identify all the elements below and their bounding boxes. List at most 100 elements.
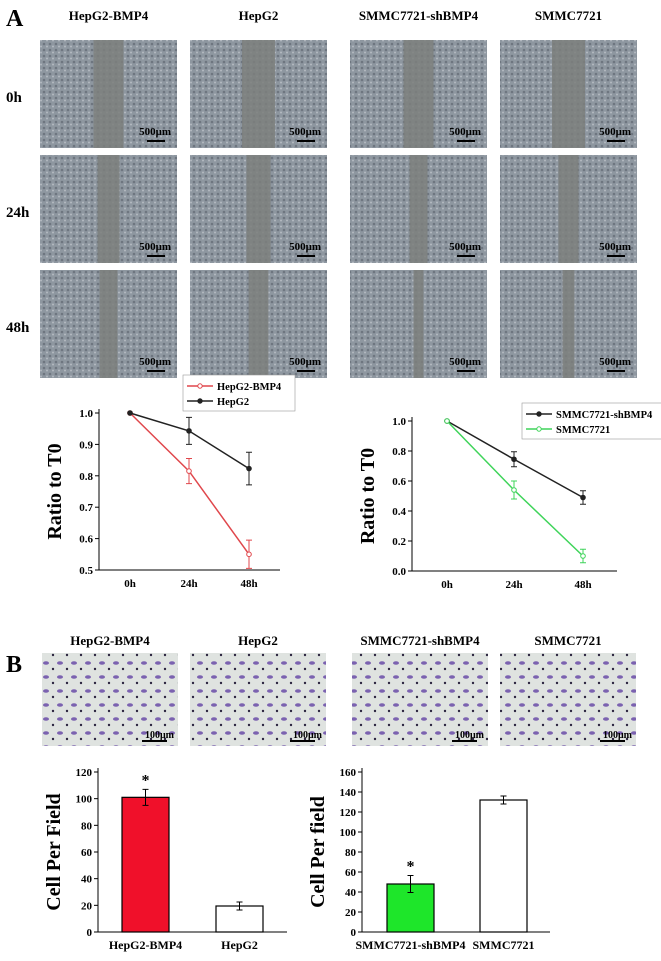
legend: SMMC7721-shBMP4 SMMC7721: [521, 402, 661, 440]
legend-label: HepG2: [217, 397, 249, 408]
wound-gap: [93, 40, 124, 148]
wound-image: 500μm: [40, 270, 177, 378]
chart-4: 0 20 40 60 80 100 120 140 160 Cell Per field * SMMC…: [307, 767, 550, 952]
wound-image: 500μm: [350, 40, 487, 148]
data-point: [246, 465, 252, 472]
error-bar: [500, 795, 507, 805]
y-tick-label: 100: [340, 827, 357, 839]
wound-gap: [242, 40, 275, 148]
significance-mark: *: [407, 859, 415, 876]
bar: [479, 799, 528, 933]
y-tick-label: 0.6: [392, 476, 406, 488]
y-tick-label: 0.0: [392, 566, 406, 578]
x-tick-label: HepG2: [221, 938, 258, 952]
x-tick-label: SMMC7721: [473, 938, 535, 952]
scale-bar-label: 100μm: [455, 730, 485, 741]
y-tick-label: 0.4: [392, 506, 406, 518]
bar: [121, 796, 170, 933]
wound-image: 500μm: [190, 40, 327, 148]
legend-label: SMMC7721-shBMP4: [556, 410, 653, 421]
y-tick-label: 0.8: [392, 446, 406, 458]
column-title: SMMC7721: [535, 8, 602, 23]
y-axis-label: Ratio to T0: [44, 443, 66, 539]
y-axis-label: Cell Per field: [307, 796, 329, 908]
scale-bar-label: 500μm: [599, 126, 631, 138]
data-point: [127, 410, 133, 416]
y-tick-label: 140: [340, 787, 357, 799]
x-tick-label: 24h: [180, 578, 197, 590]
wound-image: 500μm: [190, 270, 327, 378]
x-tick-label: 0h: [124, 578, 136, 590]
scale-bar-label: 500μm: [599, 241, 631, 253]
x-tick-label: 0h: [441, 579, 453, 591]
wound-image: 500μm: [350, 155, 487, 263]
row-label: 48h: [6, 320, 30, 336]
wound-gap: [413, 270, 424, 378]
x-tick-label: SMMC7721-shBMP4: [356, 938, 466, 952]
data-point: [186, 468, 192, 474]
scale-bar-label: 100μm: [145, 730, 175, 741]
wound-gap: [552, 40, 585, 148]
y-axis-label: Ratio to T0: [357, 448, 379, 544]
data-point: [246, 551, 252, 558]
transwell-image: 100μm: [352, 653, 488, 746]
scale-bar-label: 500μm: [599, 356, 631, 368]
wound-gap: [248, 270, 269, 378]
column-title: HepG2: [238, 633, 278, 648]
y-tick-label: 0.8: [79, 471, 93, 483]
scale-bar-label: 500μm: [449, 126, 481, 138]
legend-marker: [197, 383, 203, 389]
y-tick-label: 120: [340, 807, 357, 819]
legend: HepG2-BMP4 HepG2: [182, 374, 296, 412]
bar: [215, 905, 264, 933]
wound-gap: [97, 155, 120, 263]
legend-marker: [536, 411, 542, 417]
y-tick-label: 20: [81, 900, 93, 912]
scale-bar-label: 500μm: [139, 356, 171, 368]
x-tick-label: 48h: [240, 578, 257, 590]
data-point: [186, 428, 192, 434]
row-label: 0h: [6, 90, 23, 106]
scale-bar-label: 500μm: [449, 241, 481, 253]
scale-bar-label: 500μm: [289, 241, 321, 253]
error-bar: [407, 875, 414, 893]
column-title: SMMC7721-shBMP4: [360, 633, 480, 648]
y-tick-label: 1.0: [79, 408, 93, 420]
error-bar: [142, 788, 149, 806]
wound-gap: [403, 40, 434, 148]
y-tick-label: 80: [345, 847, 357, 859]
wound-image: 500μm: [500, 40, 637, 148]
wound-image: 500μm: [500, 270, 637, 378]
y-axis-label: Cell Per Field: [43, 793, 65, 910]
y-tick-label: 60: [345, 867, 357, 879]
y-tick-label: 100: [76, 794, 93, 806]
transwell-image: 100μm: [42, 653, 178, 746]
y-tick-label: 40: [345, 887, 357, 899]
chart-1: 0.5 0.6 0.7 0.8 0.9 1.0 Ratio to T0 0h 24h 48h Hep…: [44, 374, 296, 590]
wound-image: 500μm: [350, 270, 487, 378]
y-tick-label: 0.2: [392, 536, 406, 548]
y-tick-label: 0.5: [79, 565, 93, 577]
y-tick-label: 1.0: [392, 416, 406, 428]
row-label: 24h: [6, 205, 30, 221]
scale-bar-label: 100μm: [293, 730, 323, 741]
x-tick-label: 48h: [574, 579, 591, 591]
scale-bar-label: 500μm: [139, 241, 171, 253]
y-tick-label: 0.6: [79, 534, 93, 546]
column-title: SMMC7721-shBMP4: [359, 8, 479, 23]
legend-label: HepG2-BMP4: [217, 382, 282, 393]
data-point: [444, 418, 450, 424]
wound-gap: [99, 270, 118, 378]
significance-mark: *: [142, 772, 150, 789]
legend-marker: [197, 398, 203, 404]
scale-bar-label: 500μm: [139, 126, 171, 138]
error-bar: [236, 901, 243, 911]
panel-b-label: B: [6, 652, 22, 678]
wound-image: 500μm: [40, 155, 177, 263]
legend-label: SMMC7721: [556, 425, 610, 436]
y-tick-label: 80: [81, 820, 93, 832]
y-tick-label: 60: [81, 847, 93, 859]
data-point: [511, 456, 517, 463]
series-HepG2: [127, 410, 252, 486]
